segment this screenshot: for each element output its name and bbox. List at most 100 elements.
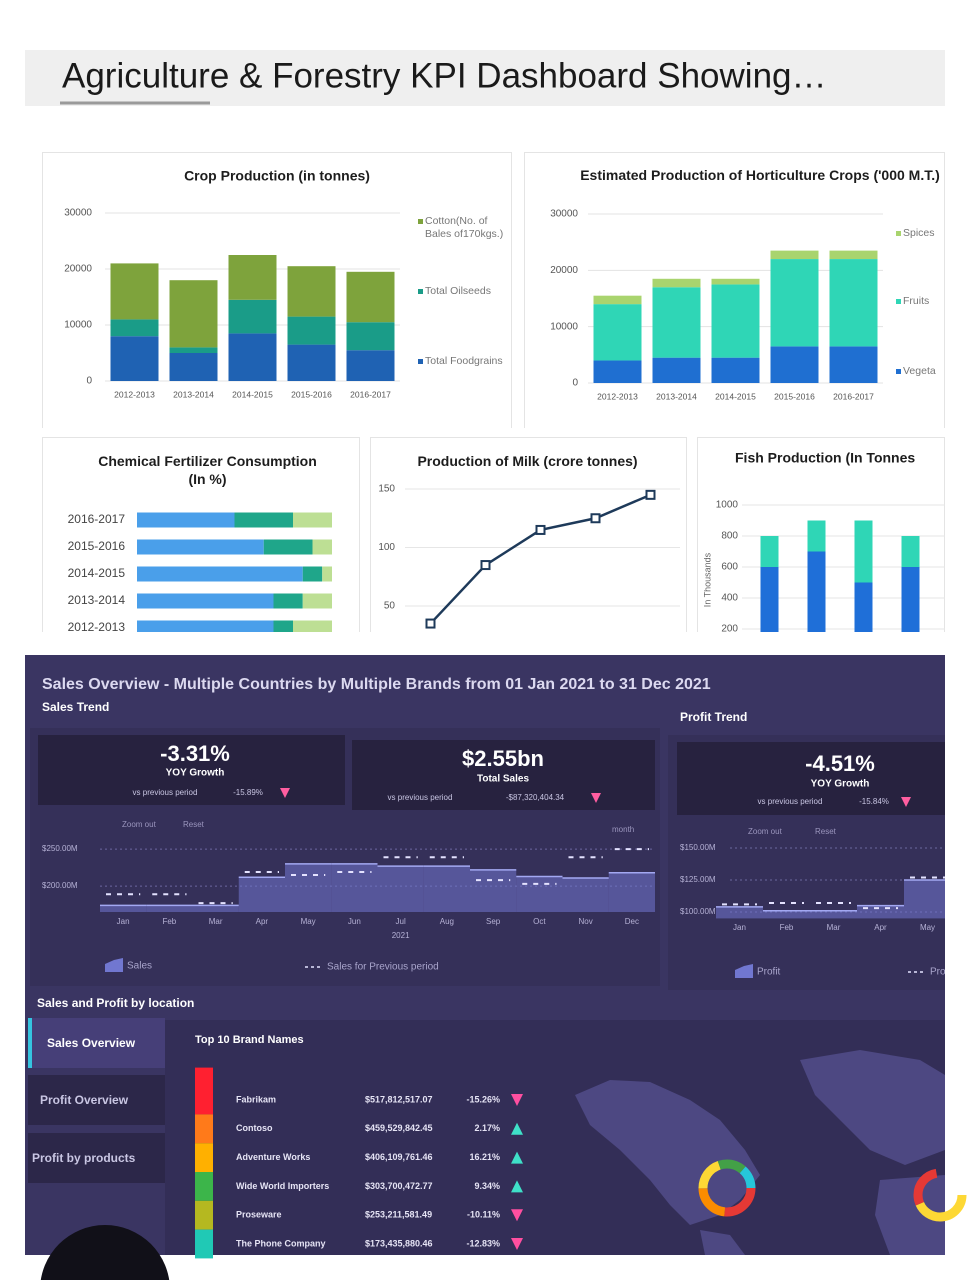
brand-change: 16.21% — [469, 1152, 500, 1162]
bar-segment — [287, 316, 336, 345]
point — [590, 513, 601, 524]
toolbar-button[interactable]: Zoom out — [748, 827, 783, 836]
legend-label-box: Spices — [903, 227, 935, 239]
x-tick-label: Apr — [256, 917, 269, 926]
kpi-compare-label: vs previous period — [388, 793, 453, 802]
brand-name: Adventure Works — [236, 1152, 310, 1162]
section-title: Sales and Profit by location — [37, 996, 194, 1010]
x-tick-label: Oct — [533, 917, 546, 926]
y-tick-label: 30000 — [550, 209, 578, 220]
bar-segment — [807, 520, 826, 552]
rank-color — [195, 1067, 213, 1115]
toolbar-button[interactable]: month — [612, 825, 634, 834]
bar-segment — [287, 344, 336, 381]
bar-segment — [273, 593, 303, 609]
bar-segment — [770, 259, 819, 347]
tab-label[interactable]: Profit by products — [32, 1151, 136, 1165]
legend-swatch — [896, 231, 901, 236]
header-title: Agriculture & Forestry KPI Dashboard Sho… — [62, 56, 827, 95]
trend-arrow — [511, 1122, 523, 1135]
bar-segment — [169, 347, 218, 353]
trend-arrow — [511, 1238, 523, 1250]
donut-slice — [698, 1159, 756, 1217]
tab[interactable] — [28, 1075, 165, 1125]
rank-color — [195, 1114, 213, 1144]
bar-segment — [169, 353, 218, 381]
y-tick-label: 600 — [721, 562, 738, 573]
tab[interactable] — [28, 1018, 165, 1068]
y-tick-label: 10000 — [550, 321, 578, 332]
chart-panel: Fish Production (In Tonnes In Thousands 20… — [697, 437, 945, 632]
kpi-label: YOY Growth — [811, 779, 870, 790]
map-land — [875, 1175, 945, 1255]
world-map — [575, 1050, 945, 1255]
bar-segment — [829, 346, 878, 383]
x-tick-label: May — [301, 917, 316, 926]
y-tick-label: 1000 — [716, 500, 739, 511]
bar-segment — [807, 551, 826, 632]
donut-slice — [698, 1159, 756, 1217]
trend-arrow — [901, 797, 911, 807]
legend-swatch — [105, 958, 123, 972]
point — [425, 618, 436, 629]
toolbar-button[interactable]: Reset — [815, 827, 837, 836]
tab[interactable] — [28, 1133, 165, 1183]
bar-segment — [228, 255, 277, 300]
brand-sales: $303,700,472.77 — [365, 1181, 433, 1191]
bar-segment — [312, 539, 332, 555]
toolbar-button[interactable]: Reset — [183, 820, 205, 829]
chart-panel: $150.00M $125.00M $100.00M Jan Feb Mar Apr May P… — [680, 843, 970, 978]
bar-segment — [293, 512, 332, 528]
x-tick-label: Jan — [117, 917, 130, 926]
x-tick-label: 2015-2016 — [291, 389, 332, 399]
bar-segment — [137, 593, 274, 609]
brand-name: Proseware — [236, 1210, 282, 1220]
bar-segment — [273, 620, 293, 632]
area-step — [716, 906, 763, 919]
brand-change: 9.34% — [474, 1181, 500, 1191]
legend-label: Sales — [127, 961, 152, 972]
legend-swatch — [735, 964, 753, 978]
panel-background — [370, 437, 687, 632]
bar-segment — [593, 304, 642, 361]
y-tick-label: 10000 — [64, 320, 92, 331]
point — [645, 489, 656, 500]
brand-change: -10.11% — [467, 1210, 500, 1220]
brand-name: The Phone Company — [236, 1238, 326, 1248]
x-tick-label: 2013-2014 — [656, 391, 697, 401]
bar-segment — [322, 566, 332, 582]
point — [480, 560, 491, 571]
chart-title: Profit Trend — [680, 710, 747, 724]
y-tick-label: $200.00M — [42, 881, 78, 890]
x-tick-label: Jul — [396, 917, 406, 926]
toolbar-button[interactable]: Zoom out — [122, 820, 157, 829]
chart-title-box: Estimated Production of Horticulture Cro… — [580, 167, 940, 183]
area-step — [377, 866, 424, 912]
area-step — [423, 866, 470, 912]
rank-color — [195, 1143, 213, 1172]
legend-label-box: Vegeta — [903, 365, 936, 377]
kpi-card — [38, 735, 345, 805]
tab-label[interactable]: Profit Overview — [40, 1093, 129, 1107]
brand-sales: $173,435,880.46 — [365, 1238, 433, 1248]
legend-label: Profit for Previous period — [930, 967, 970, 978]
x-tick-label: Apr — [874, 923, 887, 932]
chart-panel: Chemical Fertilizer Consumption (In %) 20… — [42, 437, 360, 634]
tab-label[interactable]: Sales Overview — [47, 1036, 136, 1050]
brand-sales: $406,109,761.46 — [365, 1152, 433, 1162]
y-tick-label: 50 — [384, 601, 396, 612]
avatar-blob — [40, 1225, 170, 1280]
area-step — [516, 876, 563, 912]
map-donut — [698, 1159, 967, 1222]
bar-segment — [110, 263, 159, 320]
area-step — [810, 910, 857, 919]
kpi-label: YOY Growth — [166, 768, 225, 779]
brand-change: -15.26% — [466, 1094, 500, 1104]
brand-name: Contoso — [236, 1123, 273, 1133]
dashboard-title: Sales Overview - Multiple Countries by M… — [42, 676, 711, 693]
bar-segment — [302, 593, 332, 609]
header-band — [25, 50, 945, 106]
bar-segment — [829, 250, 878, 260]
y-tick-label: 2012-2013 — [68, 620, 126, 634]
